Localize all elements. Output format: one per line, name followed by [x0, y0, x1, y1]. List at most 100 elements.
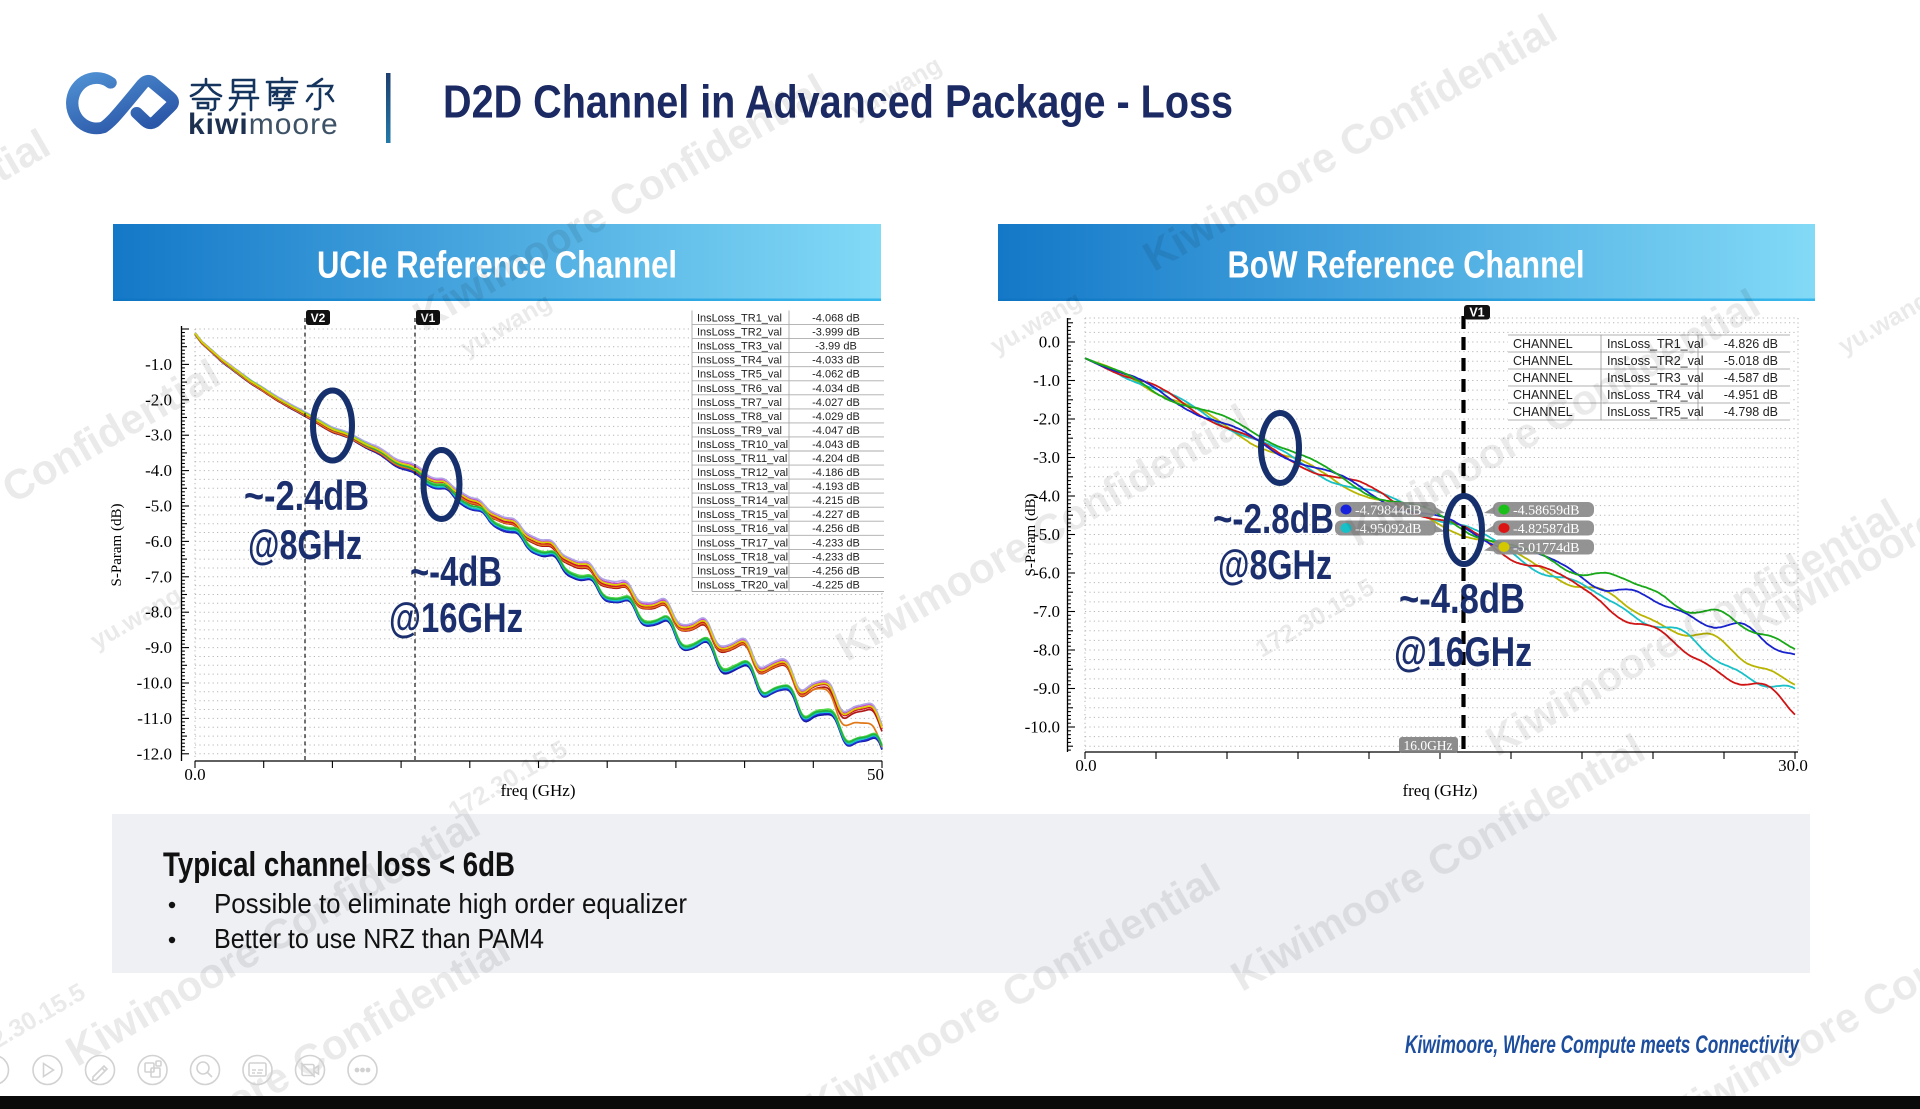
svg-text:InsLoss_TR20_val: InsLoss_TR20_val [697, 580, 788, 592]
svg-text:-3.999 dB: -3.999 dB [812, 327, 860, 339]
svg-text:-2.0: -2.0 [145, 390, 172, 409]
svg-text:16.0GHz: 16.0GHz [1403, 738, 1452, 753]
svg-text:InsLoss_TR19_val: InsLoss_TR19_val [697, 565, 788, 577]
svg-text:-2.0: -2.0 [1033, 410, 1060, 429]
svg-text:0.0: 0.0 [1075, 756, 1096, 775]
svg-text:CHANNEL: CHANNEL [1513, 354, 1573, 368]
svg-text:-4.256 dB: -4.256 dB [812, 565, 860, 577]
svg-text:CHANNEL: CHANNEL [1513, 337, 1573, 351]
svg-text:-6.0: -6.0 [1033, 564, 1060, 583]
svg-text:freq (GHz): freq (GHz) [500, 781, 575, 800]
svg-text:-4.951 dB: -4.951 dB [1724, 388, 1778, 402]
svg-text:-8.0: -8.0 [145, 603, 172, 622]
svg-text:InsLoss_TR5_val: InsLoss_TR5_val [1607, 405, 1704, 419]
svg-text:-4.033 dB: -4.033 dB [812, 355, 860, 367]
svg-text:BoW Reference Channel: BoW Reference Channel [1228, 245, 1585, 287]
svg-text:InsLoss_TR12_val: InsLoss_TR12_val [697, 467, 788, 479]
svg-text:-5.018 dB: -5.018 dB [1724, 354, 1778, 368]
svg-text:InsLoss_TR4_val: InsLoss_TR4_val [697, 355, 782, 367]
svg-text:Typical channel loss < 6dB: Typical channel loss < 6dB [163, 846, 515, 884]
svg-text:-4.215 dB: -4.215 dB [812, 495, 860, 507]
svg-text:@16GHz: @16GHz [1394, 628, 1532, 675]
svg-text:-7.0: -7.0 [145, 567, 172, 586]
svg-text:InsLoss_TR2_val: InsLoss_TR2_val [1607, 354, 1704, 368]
svg-text:-4.233 dB: -4.233 dB [812, 551, 860, 563]
svg-text:-4.256 dB: -4.256 dB [812, 523, 860, 535]
svg-text:-7.0: -7.0 [1033, 602, 1060, 621]
svg-text:kiwimoore: kiwimoore [188, 108, 339, 141]
svg-text:CHANNEL: CHANNEL [1513, 371, 1573, 385]
svg-text:-4.193 dB: -4.193 dB [812, 481, 860, 493]
svg-text:-3.99 dB: -3.99 dB [815, 341, 857, 353]
svg-text:-5.0: -5.0 [1033, 525, 1060, 544]
svg-text:50: 50 [867, 765, 884, 784]
svg-text:-4.233 dB: -4.233 dB [812, 537, 860, 549]
svg-text:-4.826 dB: -4.826 dB [1724, 337, 1778, 351]
svg-text:-4.225 dB: -4.225 dB [812, 580, 860, 592]
svg-text:-10.0: -10.0 [1025, 718, 1060, 737]
svg-text:-4.027 dB: -4.027 dB [812, 397, 860, 409]
svg-text:-5.01774dB: -5.01774dB [1513, 541, 1580, 556]
svg-text:-5.0: -5.0 [145, 497, 172, 516]
svg-text:InsLoss_TR2_val: InsLoss_TR2_val [697, 327, 782, 339]
svg-text:V1: V1 [1469, 306, 1484, 320]
svg-text:InsLoss_TR15_val: InsLoss_TR15_val [697, 509, 788, 521]
svg-text:InsLoss_TR16_val: InsLoss_TR16_val [697, 523, 788, 535]
svg-text:InsLoss_TR7_val: InsLoss_TR7_val [697, 397, 782, 409]
svg-text:InsLoss_TR1_val: InsLoss_TR1_val [1607, 337, 1704, 351]
svg-text:InsLoss_TR1_val: InsLoss_TR1_val [697, 313, 782, 325]
svg-text:-4.58659dB: -4.58659dB [1513, 504, 1580, 519]
svg-text:InsLoss_TR5_val: InsLoss_TR5_val [697, 369, 782, 381]
svg-text:-4.587 dB: -4.587 dB [1724, 371, 1778, 385]
svg-text:Better to use NRZ than PAM4: Better to use NRZ than PAM4 [214, 923, 544, 954]
svg-text:CHANNEL: CHANNEL [1513, 388, 1573, 402]
svg-text:InsLoss_TR3_val: InsLoss_TR3_val [1607, 371, 1704, 385]
svg-text:~-2.4dB: ~-2.4dB [244, 472, 369, 519]
svg-text:@16GHz: @16GHz [389, 594, 523, 641]
svg-text:-4.029 dB: -4.029 dB [812, 411, 860, 423]
svg-text:-4.82587dB: -4.82587dB [1513, 522, 1580, 537]
svg-text:yu.wang: yu.wang [1834, 286, 1920, 360]
svg-text:InsLoss_TR17_val: InsLoss_TR17_val [697, 537, 788, 549]
svg-text:-9.0: -9.0 [1033, 679, 1060, 698]
svg-text:CHANNEL: CHANNEL [1513, 405, 1573, 419]
svg-text:Possible to eliminate high ord: Possible to eliminate high order equaliz… [214, 888, 687, 919]
svg-text:Kiwimoore Confidential: Kiwimoore Confidential [828, 395, 1258, 670]
svg-text:Kiwimoore Confidential: Kiwimoore Confidential [0, 120, 58, 395]
svg-text:InsLoss_TR18_val: InsLoss_TR18_val [697, 551, 788, 563]
svg-text:-4.798 dB: -4.798 dB [1724, 405, 1778, 419]
svg-text:InsLoss_TR8_val: InsLoss_TR8_val [697, 411, 782, 423]
svg-text:30.0: 30.0 [1778, 756, 1808, 775]
svg-text:-4.047 dB: -4.047 dB [812, 425, 860, 437]
svg-text:S-Param (dB): S-Param (dB) [109, 504, 125, 587]
svg-text:-4.0: -4.0 [145, 461, 172, 480]
svg-text:Kiwimoore, Where Compute meets: Kiwimoore, Where Compute meets Connectiv… [1405, 1031, 1800, 1059]
svg-text:InsLoss_TR14_val: InsLoss_TR14_val [697, 495, 788, 507]
svg-text:InsLoss_TR9_val: InsLoss_TR9_val [697, 425, 782, 437]
svg-text:InsLoss_TR13_val: InsLoss_TR13_val [697, 481, 788, 493]
svg-text:-4.068 dB: -4.068 dB [812, 313, 860, 325]
svg-text:-4.186 dB: -4.186 dB [812, 467, 860, 479]
svg-text:S-Param (dB): S-Param (dB) [1023, 494, 1039, 577]
svg-text:-3.0: -3.0 [1033, 448, 1060, 467]
svg-text:-1.0: -1.0 [1033, 371, 1060, 390]
svg-text:-9.0: -9.0 [145, 638, 172, 657]
svg-text:@8GHz: @8GHz [248, 521, 362, 568]
svg-text:0.0: 0.0 [184, 765, 205, 784]
svg-text:V1: V1 [421, 311, 436, 325]
svg-text:InsLoss_TR10_val: InsLoss_TR10_val [697, 439, 788, 451]
svg-text:-4.204 dB: -4.204 dB [812, 453, 860, 465]
svg-text:-12.0: -12.0 [137, 744, 172, 763]
svg-text:-3.0: -3.0 [145, 426, 172, 445]
svg-text:~-4.8dB: ~-4.8dB [1399, 575, 1525, 622]
svg-text:0.0: 0.0 [1039, 333, 1060, 352]
svg-text:-10.0: -10.0 [137, 674, 172, 693]
svg-text:freq (GHz): freq (GHz) [1402, 781, 1477, 800]
svg-text:-4.227 dB: -4.227 dB [812, 509, 860, 521]
svg-text:-8.0: -8.0 [1033, 641, 1060, 660]
svg-text:InsLoss_TR4_val: InsLoss_TR4_val [1607, 388, 1704, 402]
svg-text:~-4dB: ~-4dB [410, 548, 502, 595]
svg-text:@8GHz: @8GHz [1218, 541, 1332, 588]
svg-text:-4.79844dB: -4.79844dB [1355, 504, 1422, 519]
svg-text:-4.0: -4.0 [1033, 487, 1060, 506]
